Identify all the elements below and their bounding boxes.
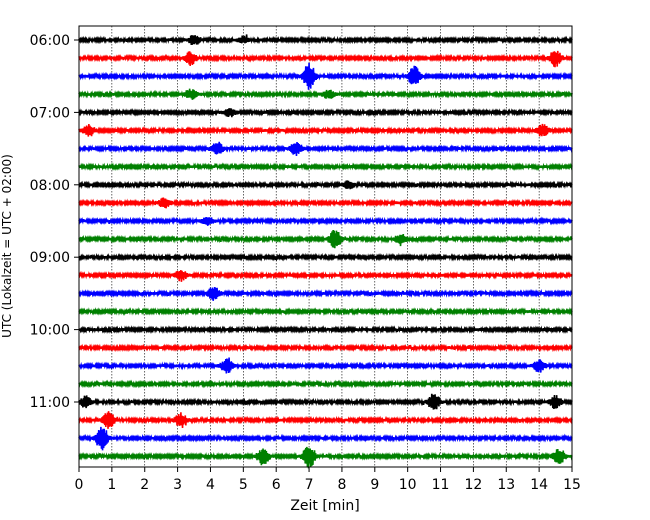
- x-tick-label: 3: [173, 477, 182, 493]
- seismogram-trace: [78, 88, 573, 100]
- seismogram-trace: [78, 62, 573, 90]
- seismogram-trace: [78, 216, 573, 226]
- x-tick-label: 12: [464, 477, 482, 493]
- seismogram-trace: [78, 107, 573, 118]
- x-tick-label: 2: [140, 477, 149, 493]
- y-axis-label: UTC (Lokalzeit = UTC + 02:00): [0, 154, 14, 338]
- x-tick-label: 14: [530, 477, 548, 493]
- seismogram-trace: [78, 34, 573, 46]
- seismogram-trace: [78, 252, 573, 262]
- y-tick-label: 08:00: [30, 178, 70, 194]
- seismogram-trace: [78, 379, 573, 389]
- seismogram-trace: [78, 270, 573, 282]
- x-axis-label: Zeit [min]: [290, 498, 359, 514]
- x-tick-label: 1: [107, 477, 116, 493]
- x-tick-label: 9: [370, 477, 379, 493]
- y-tick-label: 07:00: [30, 105, 70, 121]
- seismogram-trace: [78, 325, 573, 335]
- seismogram-trace: [78, 446, 573, 469]
- seismogram-trace: [78, 197, 573, 209]
- seismogram-trace: [78, 357, 573, 374]
- seismogram-trace: [78, 229, 573, 249]
- x-tick-label: 7: [305, 477, 314, 493]
- x-tick-label: 15: [563, 477, 581, 493]
- plot-frame: [78, 25, 573, 468]
- seismogram-trace: [78, 123, 573, 137]
- x-tick-label: 6: [272, 477, 281, 493]
- y-tick-label: 11:00: [30, 395, 70, 411]
- x-tick-label: 5: [239, 477, 248, 493]
- y-tick-label: 06:00: [30, 33, 70, 49]
- seismogram-trace: [78, 426, 573, 451]
- seismogram-trace: [78, 393, 573, 410]
- x-tick-label: 4: [206, 477, 215, 493]
- grid-lines: [111, 26, 540, 467]
- seismogram-trace: [78, 141, 573, 157]
- trace-group: [78, 34, 573, 469]
- x-tick-label: 11: [432, 477, 450, 493]
- y-tick-label: 10:00: [30, 323, 70, 339]
- seismogram-trace: [78, 180, 573, 190]
- y-tick-label: 09:00: [30, 250, 70, 266]
- seismogram-trace: [78, 286, 573, 301]
- seismogram-trace: [78, 162, 573, 172]
- x-tick-label: 0: [75, 477, 84, 493]
- x-tick-label: 8: [337, 477, 346, 493]
- seismogram-trace: [78, 411, 573, 429]
- seismogram-trace: [78, 50, 573, 68]
- x-tick-label: 13: [497, 477, 515, 493]
- y-axis-ticks: 06:00 07:00 08:00 09:00 10:00 11:00: [30, 33, 79, 411]
- seismogram-trace: [78, 343, 573, 353]
- seismogram-trace: [78, 307, 573, 317]
- x-tick-label: 10: [399, 477, 417, 493]
- x-axis-ticks: 0 1 2 3 4 5 6 7 8 9 10 11 12 13 14 15: [75, 467, 581, 493]
